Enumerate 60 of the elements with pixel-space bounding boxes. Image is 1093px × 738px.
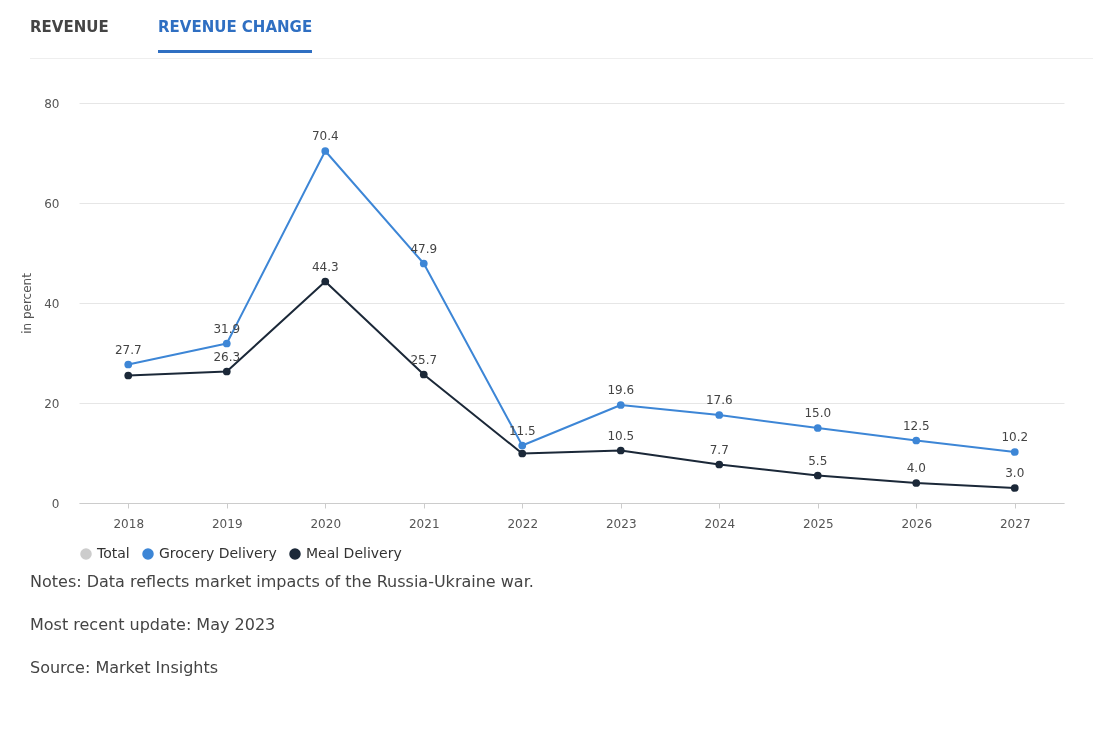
data-label: 17.6 bbox=[705, 393, 733, 407]
point bbox=[222, 339, 231, 348]
point bbox=[616, 446, 625, 455]
point bbox=[912, 436, 921, 445]
y-tick-label: 20 bbox=[44, 396, 60, 411]
point bbox=[518, 449, 527, 458]
legend-label: Total bbox=[96, 545, 130, 561]
x-tick-label: 2026 bbox=[901, 516, 933, 531]
data-label: 5.5 bbox=[808, 453, 828, 468]
point bbox=[222, 367, 231, 376]
legend-label: Meal Delivery bbox=[306, 545, 402, 561]
point bbox=[715, 411, 724, 419]
point bbox=[419, 259, 428, 268]
x-tick-label: 2027 bbox=[999, 516, 1031, 531]
source-note: Source: Market Insights bbox=[30, 658, 220, 679]
data-label: 4.0 bbox=[906, 461, 926, 475]
point bbox=[124, 371, 133, 380]
data-label: 15.0 bbox=[804, 406, 832, 420]
y-tick-label: 0 bbox=[51, 496, 60, 511]
data-label: 3.0 bbox=[1005, 466, 1025, 480]
data-label: 19.6 bbox=[607, 383, 635, 397]
x-tick-label: 2018 bbox=[113, 516, 145, 531]
data-label: 7.7 bbox=[709, 442, 729, 457]
data-label: 47.9 bbox=[410, 241, 438, 256]
point bbox=[813, 471, 822, 480]
data-label: 10.5 bbox=[607, 428, 635, 443]
x-tick-label: 2022 bbox=[507, 516, 539, 531]
x-tick-label: 2019 bbox=[211, 516, 243, 531]
data-label: 27.7 bbox=[114, 342, 142, 357]
data-label: 12.5 bbox=[902, 418, 930, 433]
data-label: 26.3 bbox=[213, 349, 241, 364]
x-tick-label: 2023 bbox=[605, 516, 637, 531]
point bbox=[715, 460, 724, 469]
data-label: 10.2 bbox=[1001, 430, 1029, 444]
x-tick-label: 2024 bbox=[704, 516, 736, 531]
point bbox=[321, 277, 330, 286]
point bbox=[1010, 484, 1019, 492]
data-label: 44.3 bbox=[311, 259, 339, 274]
x-tick-label: 2025 bbox=[802, 516, 834, 531]
point bbox=[616, 401, 625, 409]
x-tick-label: 2021 bbox=[408, 516, 440, 531]
point bbox=[419, 370, 428, 379]
point bbox=[321, 147, 330, 155]
point bbox=[124, 360, 133, 369]
y-tick-label: 80 bbox=[44, 96, 60, 111]
legend-label: Grocery Delivery bbox=[159, 545, 277, 561]
text: REVENUE CHANGE bbox=[158, 18, 313, 53]
point bbox=[1010, 448, 1019, 456]
point bbox=[912, 479, 921, 487]
y-tick-label: 40 bbox=[44, 296, 60, 311]
point bbox=[813, 424, 822, 432]
text: REVENUE bbox=[30, 18, 109, 36]
data-label: 25.7 bbox=[410, 352, 438, 367]
data-label: 70.4 bbox=[311, 129, 339, 143]
text: Notes: Data reflects market impacts of the Russia-Ukraine war. bbox=[30, 572, 535, 593]
x-tick-label: 2020 bbox=[310, 516, 342, 531]
y-axis-title: in percent bbox=[20, 272, 35, 334]
y-tick-label: 60 bbox=[44, 196, 60, 211]
point bbox=[518, 441, 527, 450]
text: Most recent update: May 2023 bbox=[30, 615, 277, 636]
